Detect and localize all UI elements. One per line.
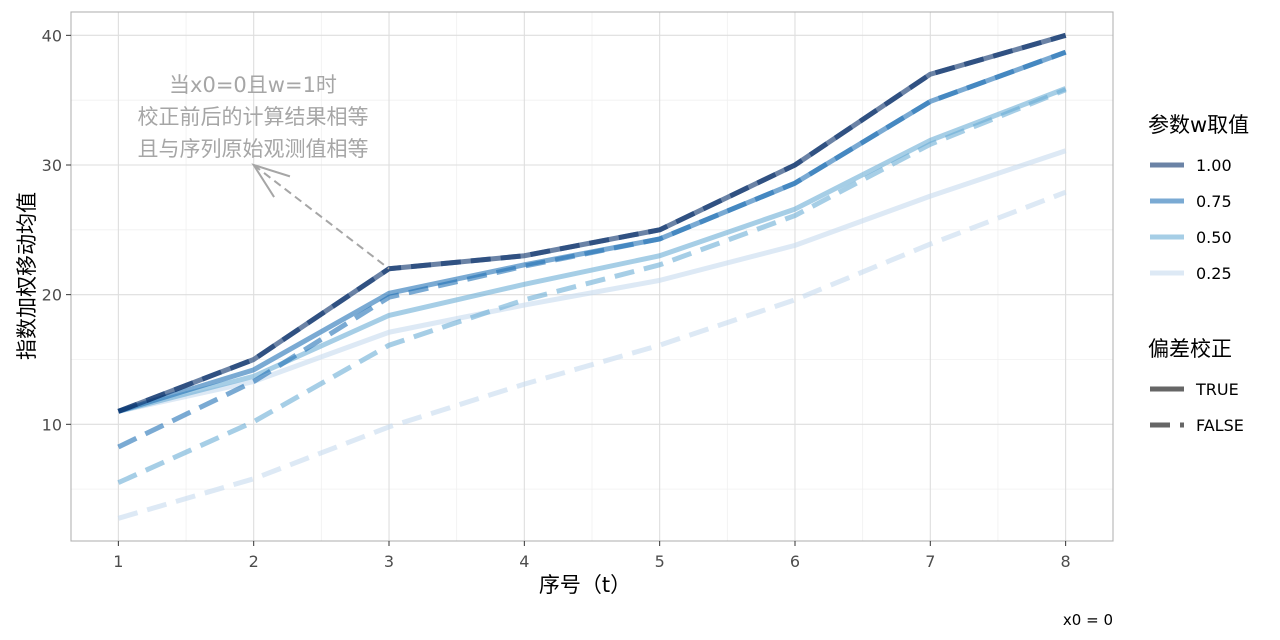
- annotation-line-3: 且与序列原始观测值相等: [138, 137, 369, 161]
- legend-w-title: 参数w取值: [1148, 113, 1249, 137]
- series-layer: [117, 32, 1067, 521]
- annotation-arrow: [253, 164, 390, 270]
- x-tick-label: 8: [1061, 552, 1071, 571]
- legend-w-label-050: 0.50: [1196, 228, 1232, 247]
- x-tick-label: 6: [790, 552, 800, 571]
- x-tick-label: 7: [925, 552, 935, 571]
- panel-border: [70, 11, 1114, 542]
- annotation: 当x0=0且w=1时 校正前后的计算结果相等 且与序列原始观测值相等: [138, 73, 390, 270]
- legend-w: 参数w取值 1.00 0.75 0.50 0.25: [1148, 113, 1249, 283]
- x-tick-label: 3: [384, 552, 394, 571]
- y-tick-label: 20: [42, 286, 62, 305]
- annotation-line-2: 校正前后的计算结果相等: [138, 105, 369, 129]
- series-line-w075-true: [117, 49, 1067, 414]
- x-tick-label: 1: [113, 552, 123, 571]
- legend-w-label-075: 0.75: [1196, 192, 1232, 211]
- y-tick-label: 30: [42, 156, 62, 175]
- x-tick-label: 4: [519, 552, 529, 571]
- legend-bias: 偏差校正 TRUE FALSE: [1148, 337, 1244, 435]
- y-tick-label: 40: [42, 26, 62, 45]
- legend-bias-label-false: FALSE: [1196, 416, 1244, 435]
- y-axis-title: 指数加权移动均值: [15, 192, 39, 360]
- series-line-w025-false: [117, 189, 1067, 521]
- y-tick-label: 10: [42, 415, 62, 434]
- series-line-w050-false: [117, 87, 1067, 485]
- series-line-w025-true: [117, 148, 1067, 414]
- x-tick-label: 5: [655, 552, 665, 571]
- x-axis-title: 序号（t）: [539, 573, 631, 597]
- series-line-w100-true: [117, 32, 1067, 414]
- annotation-arrow-head: [251, 163, 291, 198]
- legend-bias-label-true: TRUE: [1195, 380, 1239, 399]
- legend-w-label-025: 0.25: [1196, 264, 1232, 283]
- grid: [71, 12, 1113, 541]
- legend-bias-title: 偏差校正: [1148, 337, 1232, 361]
- caption: x0 = 0: [1063, 611, 1113, 629]
- legend-w-label-100: 1.00: [1196, 156, 1232, 175]
- axes: 1 2 3 4 5 6 7 8 10 20 30 40: [42, 26, 1071, 571]
- series-line-w050-true: [117, 86, 1067, 414]
- annotation-line-1: 当x0=0且w=1时: [169, 73, 337, 97]
- x-tick-label: 2: [249, 552, 259, 571]
